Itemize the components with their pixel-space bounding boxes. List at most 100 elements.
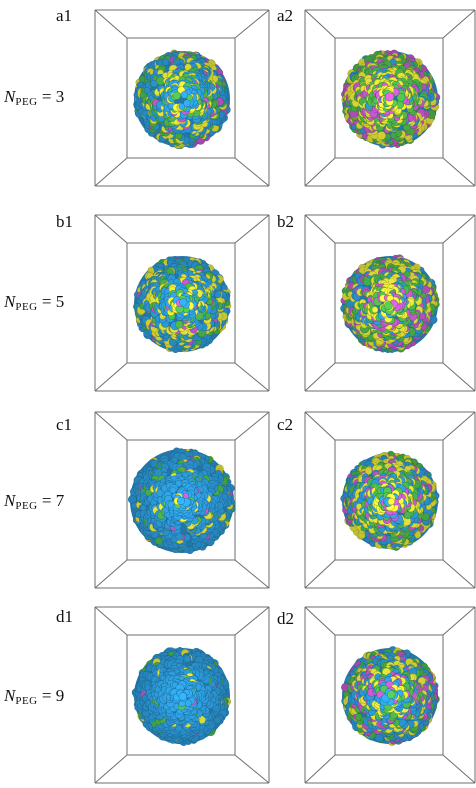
- bead-yellow: [371, 306, 379, 314]
- box-edge: [442, 411, 476, 441]
- box-edge: [442, 559, 476, 589]
- bead-blue: [183, 655, 192, 663]
- bead-blue: [178, 103, 186, 110]
- box-edge: [234, 362, 270, 392]
- bead-green: [172, 91, 181, 100]
- npeg-label-row-d: NPEG = 9: [4, 687, 64, 707]
- panel-label-c1: c1: [56, 415, 73, 434]
- box-edge: [94, 411, 128, 441]
- n-symbol: N: [4, 491, 16, 510]
- box-edge: [442, 9, 476, 39]
- box-edge: [304, 362, 336, 392]
- bead-blue: [161, 58, 170, 66]
- micelle: [341, 49, 441, 149]
- box-edge: [94, 214, 128, 244]
- box-edge: [304, 411, 336, 441]
- box-edge: [442, 157, 476, 187]
- bead-blue: [214, 291, 222, 299]
- bead-yellow: [387, 498, 395, 506]
- box-frame: [94, 606, 270, 784]
- npeg-value: 5: [55, 292, 65, 311]
- simulation-box-c2: [304, 411, 476, 589]
- npeg-value: 3: [55, 87, 65, 106]
- box-edge: [234, 214, 270, 244]
- box-frame: [304, 214, 476, 392]
- box-edge: [304, 214, 336, 244]
- box-edge: [94, 157, 128, 187]
- n-subscript: PEG: [15, 96, 38, 108]
- equals-sign: =: [37, 87, 56, 106]
- box-edge: [304, 157, 336, 187]
- bead-green: [396, 93, 406, 102]
- bead-yellow: [364, 467, 373, 475]
- npeg-label-row-b: NPEG = 5: [4, 293, 64, 313]
- bead-green: [384, 301, 393, 311]
- box-edge: [442, 214, 476, 244]
- panel-label-c2: c2: [277, 415, 294, 434]
- npeg-label-row-c: NPEG = 7: [4, 492, 64, 512]
- box-edge: [442, 362, 476, 392]
- box-edge: [94, 606, 128, 636]
- npeg-value: 9: [55, 686, 65, 705]
- simulation-box-b1: [94, 214, 270, 392]
- micelle: [128, 447, 236, 555]
- bead-green: [175, 320, 184, 329]
- box-frame: [94, 214, 270, 392]
- bead-blue: [178, 692, 187, 701]
- panel-label-a2: a2: [277, 6, 294, 25]
- bead-blue: [180, 91, 189, 99]
- bead-blue: [179, 298, 188, 307]
- equals-sign: =: [37, 292, 56, 311]
- n-subscript: PEG: [15, 695, 38, 707]
- box-edge: [442, 754, 476, 784]
- panel-label-a1: a1: [56, 6, 73, 25]
- micelle: [341, 646, 440, 746]
- bead-green: [354, 713, 363, 721]
- box-edge: [442, 606, 476, 636]
- micelle: [133, 255, 232, 354]
- equals-sign: =: [37, 491, 56, 510]
- bead-yellow: [377, 131, 386, 141]
- n-symbol: N: [4, 686, 16, 705]
- n-subscript: PEG: [15, 500, 38, 512]
- npeg-label-row-a: NPEG = 3: [4, 88, 64, 108]
- box-edge: [304, 559, 336, 589]
- bead-blue: [176, 496, 185, 505]
- box-edge: [234, 157, 270, 187]
- box-edge: [234, 9, 270, 39]
- box-edge: [94, 9, 128, 39]
- bead-green: [403, 511, 412, 520]
- n-symbol: N: [4, 87, 16, 106]
- simulation-box-d1: [94, 606, 270, 784]
- panel-label-d1: d1: [56, 607, 73, 626]
- npeg-value: 7: [55, 491, 65, 510]
- n-subscript: PEG: [15, 301, 38, 313]
- box-frame: [94, 9, 270, 187]
- n-symbol: N: [4, 292, 16, 311]
- box-edge: [234, 606, 270, 636]
- bead-magenta: [385, 92, 395, 102]
- simulation-box-a2: [304, 9, 476, 187]
- micelle: [340, 450, 440, 551]
- panel-label-b1: b1: [56, 212, 73, 231]
- box-edge: [234, 411, 270, 441]
- equals-sign: =: [37, 686, 56, 705]
- box-edge: [304, 754, 336, 784]
- box-edge: [94, 754, 128, 784]
- box-frame: [94, 411, 270, 589]
- panel-label-d2: d2: [277, 609, 294, 628]
- bead-blue: [183, 99, 191, 107]
- box-frame: [304, 411, 476, 589]
- micelle: [133, 49, 231, 149]
- box-edge: [304, 606, 336, 636]
- box-edge: [234, 754, 270, 784]
- box-frame: [304, 9, 476, 187]
- simulation-box-d2: [304, 606, 476, 784]
- micelle: [340, 254, 440, 354]
- panel-label-b2: b2: [277, 212, 294, 231]
- box-edge: [304, 9, 336, 39]
- bead-green: [395, 129, 403, 137]
- simulation-box-a1: [94, 9, 270, 187]
- box-edge: [234, 559, 270, 589]
- micelle: [131, 647, 232, 746]
